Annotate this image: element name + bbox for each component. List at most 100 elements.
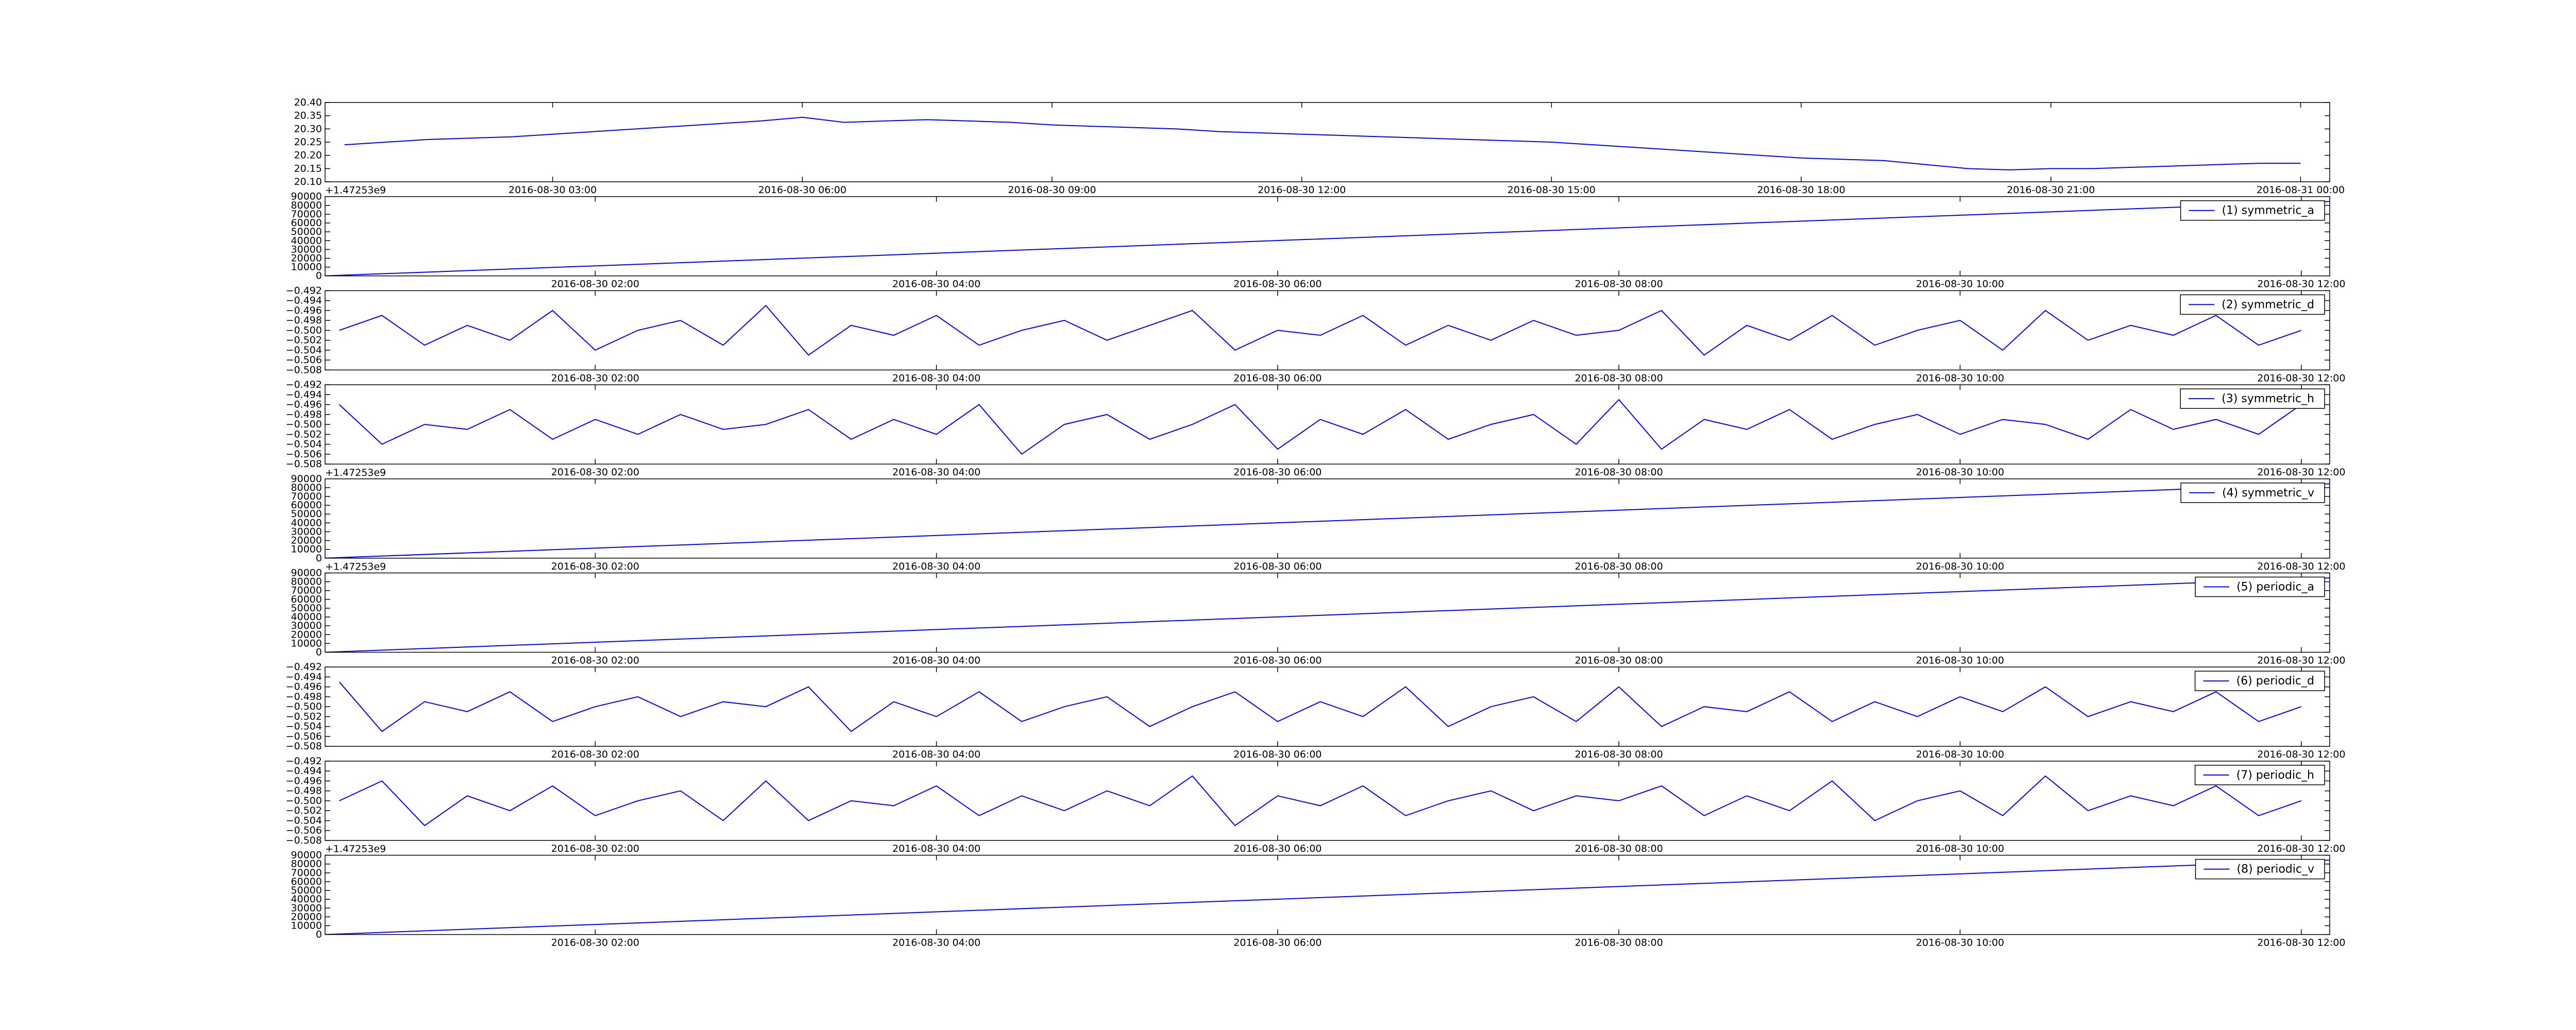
y-tick-label: −0.496	[286, 305, 322, 316]
data-line	[325, 577, 2330, 653]
x-tick-label: 2016-08-30 08:00	[1575, 561, 1663, 572]
y-tick-label: −0.498	[286, 785, 322, 797]
y-tick-label: −0.492	[286, 379, 322, 390]
y-tick-label: 40000	[291, 611, 322, 623]
x-tick-label: 2016-08-30 04:00	[892, 843, 980, 854]
x-tick-label: 2016-08-30 10:00	[1916, 749, 2004, 760]
x-tick-label: 2016-08-30 21:00	[2007, 184, 2095, 196]
y-tick-label: 30000	[291, 902, 322, 914]
y-tick-label: −0.500	[286, 701, 322, 712]
y-tick-label: 30000	[291, 526, 322, 537]
y-tick-label: 80000	[291, 200, 322, 211]
legend-label: (3) symmetric_h	[2222, 392, 2314, 405]
y-tick-label: 60000	[291, 594, 322, 605]
x-tick-label: 2016-08-30 10:00	[1916, 467, 2004, 478]
offset-text: +1.47253e9	[325, 467, 386, 478]
axes-frame	[325, 761, 2330, 841]
x-tick-label: 2016-08-30 12:00	[2257, 937, 2345, 949]
y-tick-label: −0.492	[286, 756, 322, 767]
x-tick-label: 2016-08-30 06:00	[758, 184, 846, 196]
axes-frame	[325, 478, 2330, 559]
x-tick-label: 2016-08-30 18:00	[1757, 184, 1845, 196]
legend-label: (5) periodic_a	[2236, 581, 2314, 594]
y-tick-label: −0.508	[286, 364, 322, 375]
x-tick-label: 2016-08-30 08:00	[1575, 655, 1663, 666]
y-tick-label: 0	[316, 553, 322, 564]
axes-frame	[325, 290, 2330, 371]
axes-frame	[325, 196, 2330, 277]
y-tick-label: −0.508	[286, 741, 322, 752]
y-tick-label: 70000	[291, 585, 322, 596]
y-tick-label: 40000	[291, 894, 322, 905]
y-tick-label: 80000	[291, 482, 322, 493]
x-tick-label: 2016-08-30 02:00	[551, 467, 639, 478]
offset-text: +1.47253e9	[325, 561, 386, 573]
y-tick-label: 40000	[291, 235, 322, 246]
y-tick-label: 90000	[291, 473, 322, 485]
x-tick-label: 2016-08-30 08:00	[1575, 279, 1663, 290]
plot-area	[344, 116, 2301, 170]
x-tick-label: 2016-08-30 02:00	[551, 372, 639, 384]
y-tick-label: −0.498	[286, 315, 322, 326]
x-tick-label: 2016-08-30 03:00	[509, 184, 597, 196]
x-tick-label: 2016-08-30 04:00	[892, 372, 980, 384]
axes-frame	[325, 384, 2330, 465]
x-tick-label: 2016-08-30 04:00	[892, 749, 980, 760]
data-line	[338, 399, 2302, 455]
y-tick-label: 20.25	[294, 136, 322, 148]
y-tick-label: −0.502	[286, 805, 322, 816]
x-tick-label: 2016-08-30 12:00	[2257, 467, 2345, 478]
y-tick-label: 20.40	[294, 97, 322, 108]
axes-frame	[325, 102, 2330, 182]
x-tick-label: 2016-08-30 10:00	[1916, 843, 2004, 854]
x-tick-label: 2016-08-30 08:00	[1575, 937, 1663, 949]
y-tick-label: 90000	[291, 568, 322, 579]
y-tick-label: 80000	[291, 576, 322, 588]
x-tick-label: 2016-08-30 08:00	[1575, 467, 1663, 478]
data-line	[325, 860, 2330, 935]
x-tick-label: 2016-08-30 06:00	[1233, 372, 1321, 384]
y-tick-label: −0.506	[286, 449, 322, 460]
x-tick-label: 2016-08-30 10:00	[1916, 279, 2004, 290]
legend-label: (6) periodic_d	[2236, 675, 2314, 688]
x-tick-label: 2016-08-30 06:00	[1233, 749, 1321, 760]
axes-frame	[325, 572, 2330, 653]
y-tick-label: −0.508	[286, 835, 322, 846]
data-line	[339, 775, 2302, 827]
plot-area	[339, 304, 2302, 356]
x-tick-label: 2016-08-30 08:00	[1575, 749, 1663, 760]
y-tick-label: 90000	[291, 191, 322, 202]
x-tick-label: 2016-08-30 15:00	[1507, 184, 1596, 196]
y-tick-label: −0.508	[286, 458, 322, 470]
y-tick-label: −0.502	[286, 335, 322, 346]
y-tick-label: −0.494	[286, 389, 322, 400]
y-tick-label: 60000	[291, 876, 322, 887]
x-tick-label: 2016-08-30 02:00	[551, 937, 639, 949]
y-tick-label: 70000	[291, 491, 322, 502]
plot-area	[325, 860, 2330, 935]
x-tick-label: 2016-08-30 02:00	[551, 655, 639, 666]
x-tick-label: 2016-08-30 09:00	[1008, 184, 1096, 196]
x-tick-label: 2016-08-30 04:00	[892, 655, 980, 666]
legend-label: (2) symmetric_d	[2222, 298, 2314, 311]
y-tick-label: 20.30	[294, 123, 322, 134]
legend-label: (8) periodic_v	[2237, 863, 2314, 876]
x-tick-label: 2016-08-30 02:00	[551, 843, 639, 854]
y-tick-label: 30000	[291, 620, 322, 631]
data-line	[338, 681, 2302, 732]
y-tick-label: −0.496	[286, 775, 322, 786]
y-tick-label: 80000	[291, 859, 322, 870]
legend-label: (7) periodic_h	[2236, 769, 2314, 782]
x-tick-label: 2016-08-30 10:00	[1916, 372, 2004, 384]
x-tick-label: 2016-08-30 12:00	[2257, 372, 2345, 384]
y-tick-label: 10000	[291, 638, 322, 649]
y-tick-label: 20.35	[294, 110, 322, 122]
y-tick-label: 20000	[291, 629, 322, 640]
y-tick-label: −0.502	[286, 428, 322, 440]
y-tick-label: −0.504	[286, 721, 322, 732]
y-tick-label: −0.506	[286, 825, 322, 836]
x-tick-label: 2016-08-30 10:00	[1916, 937, 2004, 949]
y-tick-label: −0.504	[286, 815, 322, 826]
y-tick-label: 90000	[291, 850, 322, 861]
